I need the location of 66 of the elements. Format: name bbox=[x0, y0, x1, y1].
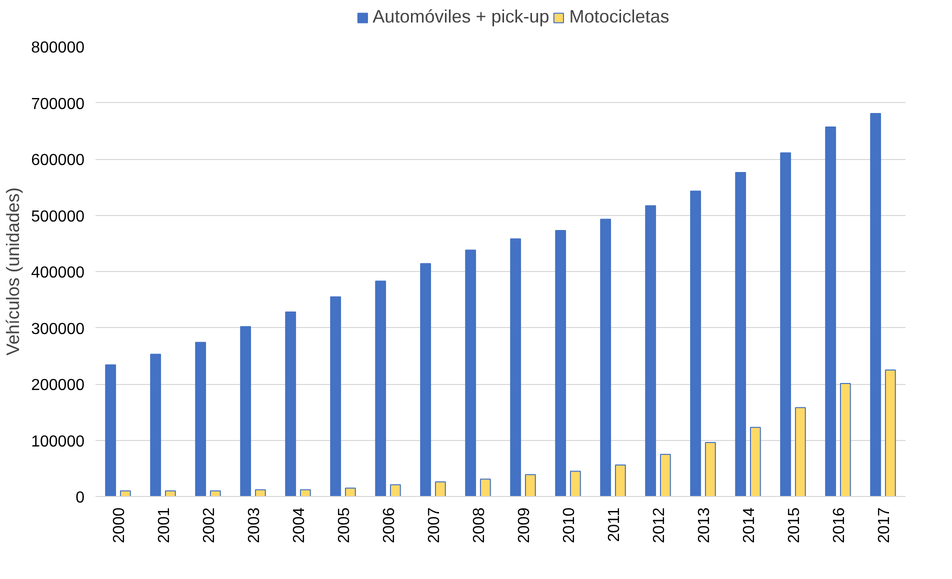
bar bbox=[884, 369, 896, 496]
bar bbox=[750, 426, 761, 496]
bar bbox=[870, 112, 882, 496]
x-tick-label: 2012 bbox=[651, 507, 668, 544]
bar bbox=[254, 489, 266, 496]
y-tick-label: 200000 bbox=[31, 377, 85, 394]
x-tick-label: 2016 bbox=[831, 507, 848, 544]
x-tick-label: 2009 bbox=[516, 507, 533, 544]
bar bbox=[735, 172, 746, 496]
x-tick-label: 2004 bbox=[291, 507, 308, 544]
x-tick-label: 2010 bbox=[561, 507, 578, 544]
y-tick-label: 0 bbox=[76, 490, 85, 506]
bar bbox=[825, 126, 836, 496]
bar bbox=[105, 364, 116, 496]
bar bbox=[240, 326, 252, 496]
y-tick-label: 100000 bbox=[31, 433, 85, 450]
bar bbox=[120, 490, 131, 496]
legend-label: Motocicletas bbox=[569, 6, 670, 28]
bar bbox=[164, 490, 176, 496]
bar bbox=[390, 484, 401, 496]
y-tick-label: 600000 bbox=[31, 152, 85, 169]
bar bbox=[780, 152, 792, 496]
x-tick-label: 2015 bbox=[786, 507, 803, 544]
legend-label: Automóviles + pick-up bbox=[372, 6, 550, 28]
bar bbox=[465, 250, 476, 496]
bar bbox=[600, 218, 612, 496]
y-axis-title: Vehículos (unidades) bbox=[3, 187, 24, 356]
bar bbox=[510, 238, 522, 496]
bar bbox=[344, 488, 356, 496]
bar bbox=[375, 280, 386, 496]
bar bbox=[285, 312, 296, 496]
bar bbox=[420, 263, 432, 496]
bar bbox=[210, 490, 221, 496]
x-tick-label: 2007 bbox=[426, 507, 443, 544]
x-tick-label: 2008 bbox=[471, 507, 488, 544]
bar bbox=[524, 474, 536, 496]
x-tick-label: 2002 bbox=[201, 507, 218, 544]
y-tick-label: 400000 bbox=[31, 264, 85, 282]
bar bbox=[555, 230, 566, 496]
bar bbox=[690, 190, 702, 496]
bar bbox=[645, 205, 656, 496]
bar bbox=[150, 354, 162, 496]
x-tick-label: 2001 bbox=[156, 507, 173, 544]
bar bbox=[195, 342, 206, 496]
y-tick-label: 500000 bbox=[31, 208, 85, 226]
bar bbox=[794, 407, 806, 496]
x-tick-label: 2003 bbox=[246, 507, 263, 544]
bar bbox=[434, 481, 446, 496]
bar bbox=[570, 470, 581, 496]
x-tick-label: 2013 bbox=[696, 507, 713, 544]
bar bbox=[614, 464, 626, 496]
bar bbox=[480, 478, 491, 496]
bar bbox=[704, 442, 716, 496]
y-tick-label: 700000 bbox=[31, 96, 85, 113]
x-tick-label: 2017 bbox=[876, 507, 893, 544]
y-tick-label: 800000 bbox=[31, 40, 85, 56]
bar bbox=[840, 382, 851, 496]
bar bbox=[300, 489, 311, 496]
x-tick-label: 2011 bbox=[606, 507, 623, 542]
x-tick-label: 2006 bbox=[381, 507, 398, 544]
x-tick-label: 2000 bbox=[111, 507, 128, 544]
x-tick-label: 2014 bbox=[741, 507, 758, 544]
y-tick-label: 300000 bbox=[31, 320, 85, 338]
x-tick-label: 2005 bbox=[336, 507, 353, 544]
bar bbox=[660, 454, 671, 496]
bar bbox=[330, 296, 342, 496]
